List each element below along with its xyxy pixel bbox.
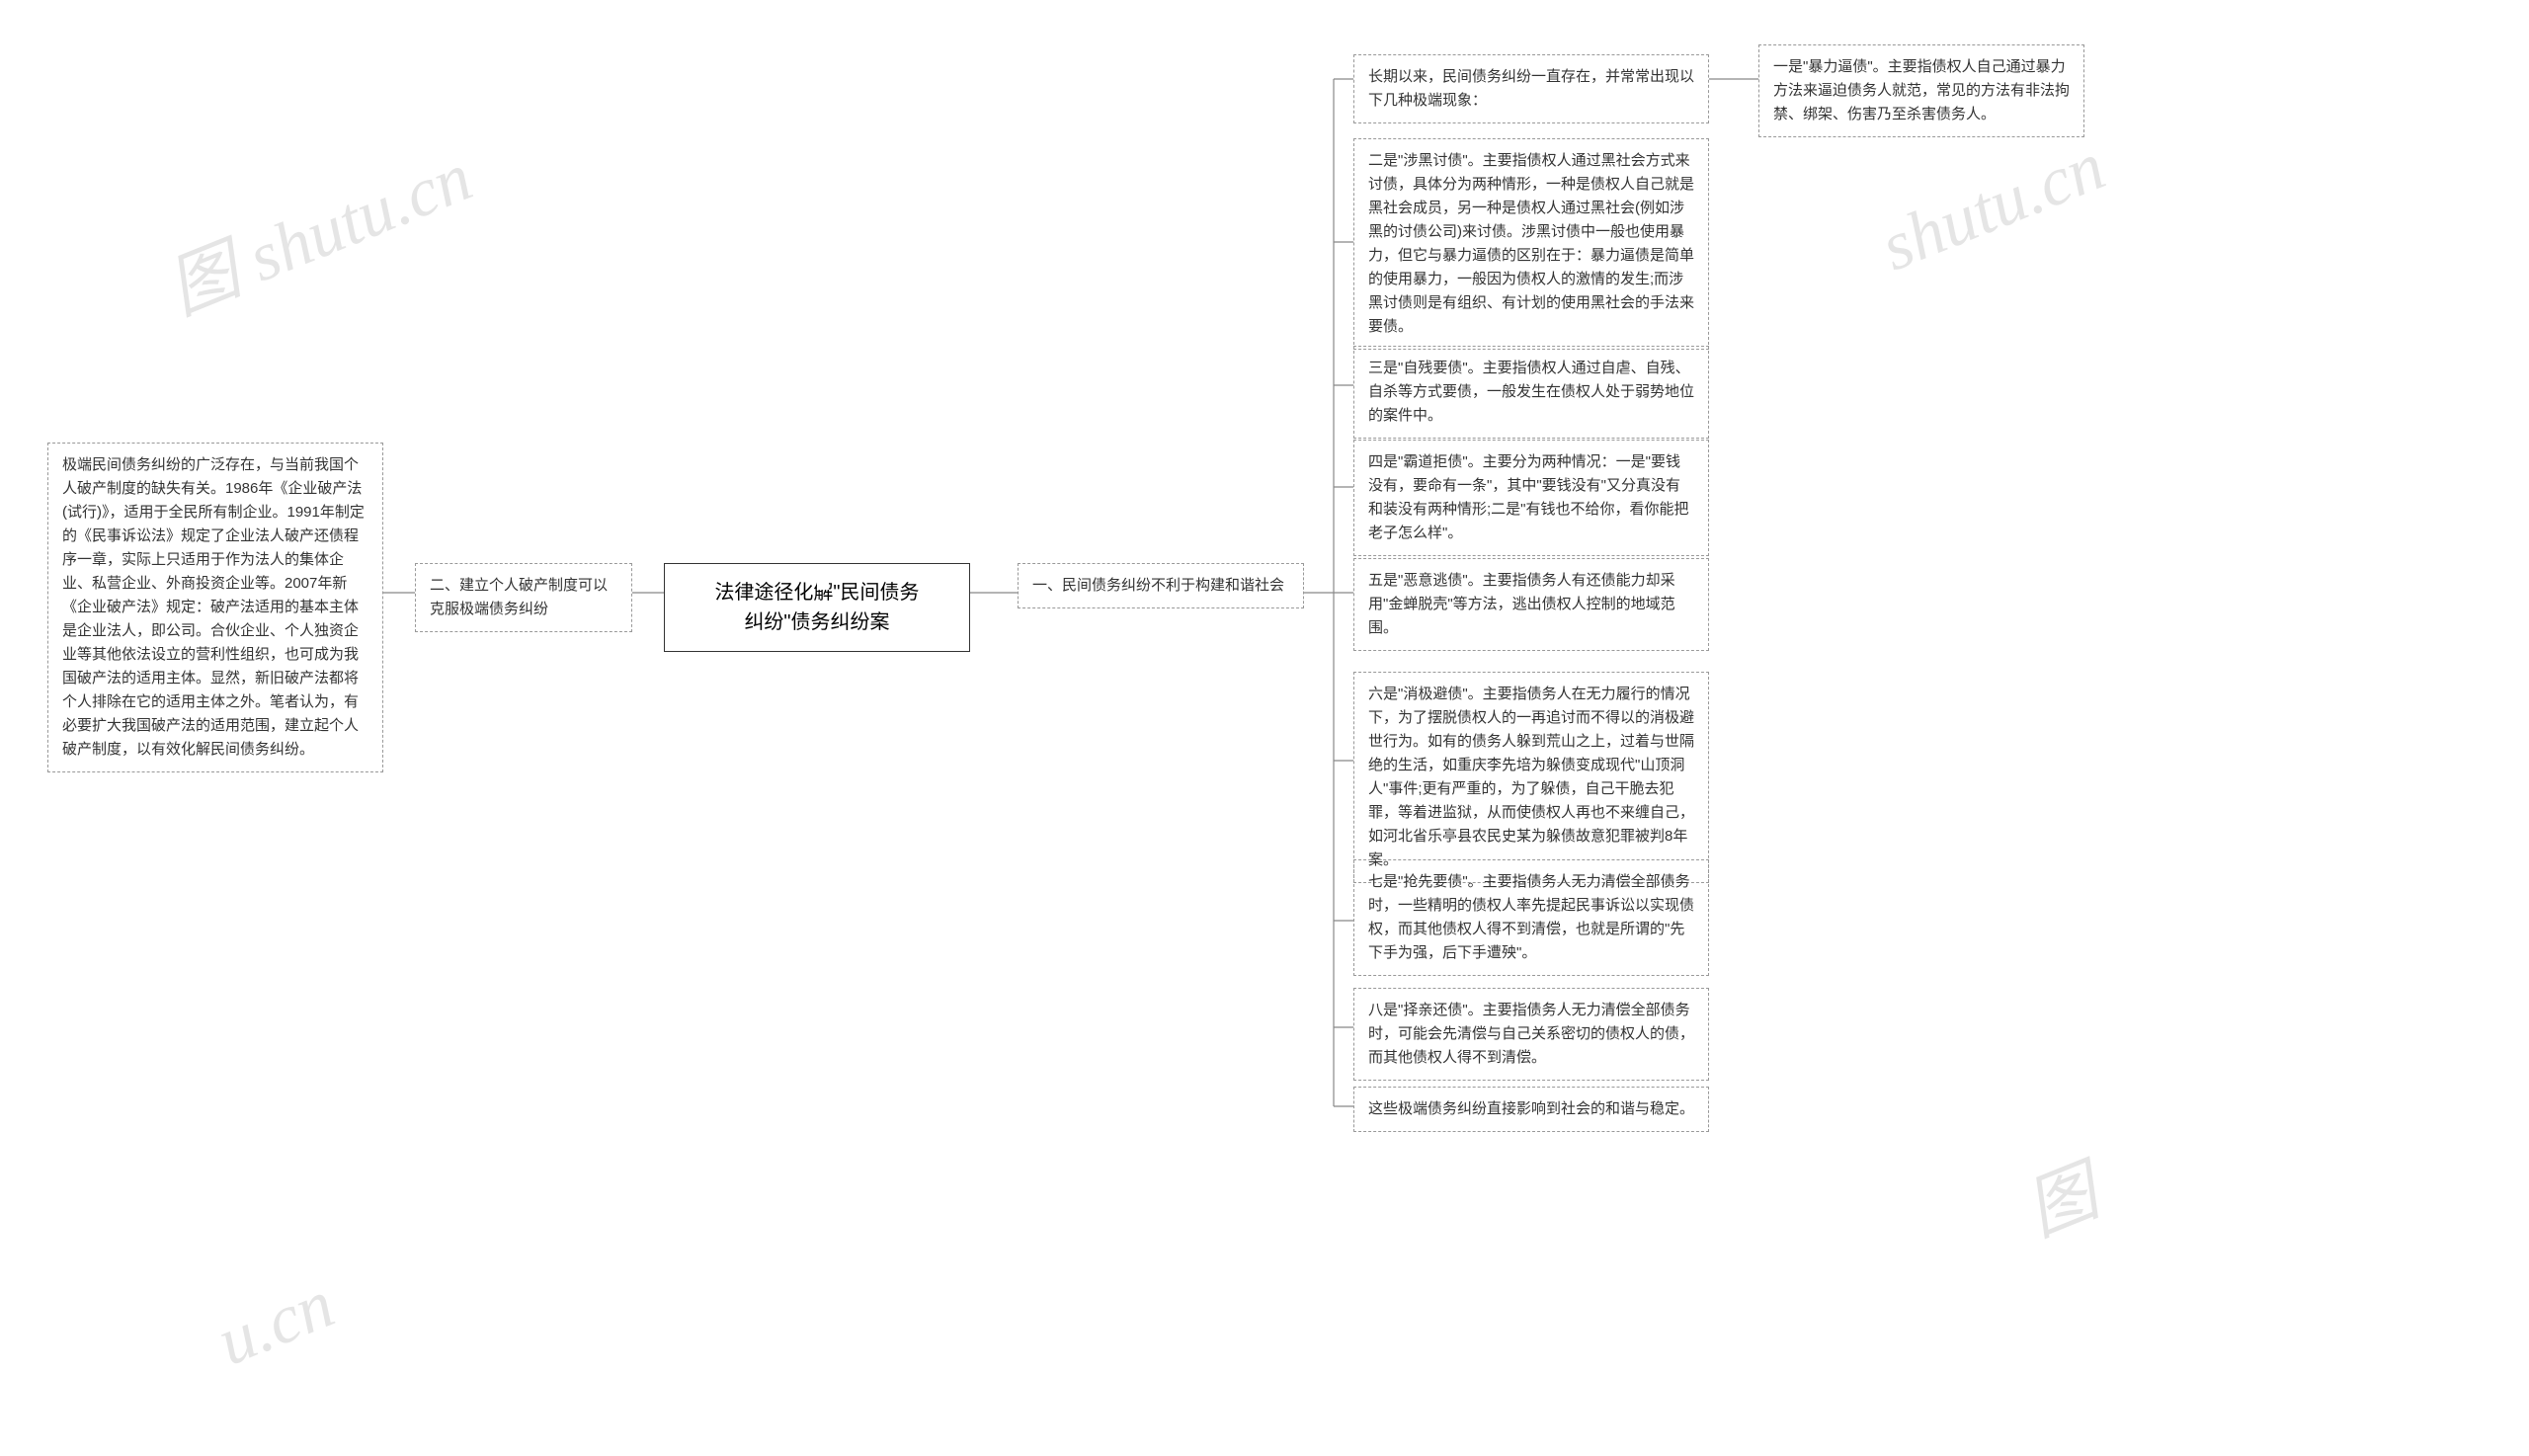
section1-point1: 二是"涉黑讨债"。主要指债权人通过黑社会方式来讨债，具体分为两种情形，一种是债权… bbox=[1353, 138, 1709, 350]
section1-point0-sub: 一是"暴力逼债"。主要指债权人自己通过暴力方法来逼迫债务人就范，常见的方法有非法… bbox=[1758, 44, 2084, 137]
section1-point3: 四是"霸道拒债"。主要分为两种情况：一是"要钱没有，要命有一条"，其中"要钱没有… bbox=[1353, 440, 1709, 556]
watermark: shutu.cn bbox=[1871, 127, 2116, 287]
center-topic: 法律途径化解"民间债务 纠纷"债务纠纷案 bbox=[664, 563, 970, 652]
center-line2: 纠纷"债务纠纷案 bbox=[696, 607, 938, 637]
watermark: 图 shutu.cn bbox=[151, 121, 484, 334]
watermark: u.cn bbox=[206, 1265, 345, 1383]
section1-point8: 这些极端债务纠纷直接影响到社会的和谐与稳定。 bbox=[1353, 1087, 1709, 1132]
section1-point6: 七是"抢先要债"。主要指债务人无力清偿全部债务时，一些精明的债权人率先提起民事诉… bbox=[1353, 859, 1709, 976]
section2-detail: 极端民间债务纠纷的广泛存在，与当前我国个人破产制度的缺失有关。1986年《企业破… bbox=[47, 443, 383, 772]
watermark: 图 bbox=[2009, 1137, 2111, 1255]
section2-title: 二、建立个人破产制度可以克服极端债务纠纷 bbox=[415, 563, 632, 632]
section1-point0: 长期以来，民间债务纠纷一直存在，并常常出现以下几种极端现象： bbox=[1353, 54, 1709, 123]
section1-title: 一、民间债务纠纷不利于构建和谐社会 bbox=[1018, 563, 1304, 608]
section1-point2: 三是"自残要债"。主要指债权人通过自虐、自残、自杀等方式要债，一般发生在债权人处… bbox=[1353, 346, 1709, 439]
section1-point4: 五是"恶意逃债"。主要指债务人有还债能力却采用"金蝉脱壳"等方法，逃出债权人控制… bbox=[1353, 558, 1709, 651]
section1-point7: 八是"择亲还债"。主要指债务人无力清偿全部债务时，可能会先清偿与自己关系密切的债… bbox=[1353, 988, 1709, 1081]
section1-point5: 六是"消极避债"。主要指债务人在无力履行的情况下，为了摆脱债权人的一再追讨而不得… bbox=[1353, 672, 1709, 883]
center-line1: 法律途径化解"民间债务 bbox=[696, 578, 938, 607]
